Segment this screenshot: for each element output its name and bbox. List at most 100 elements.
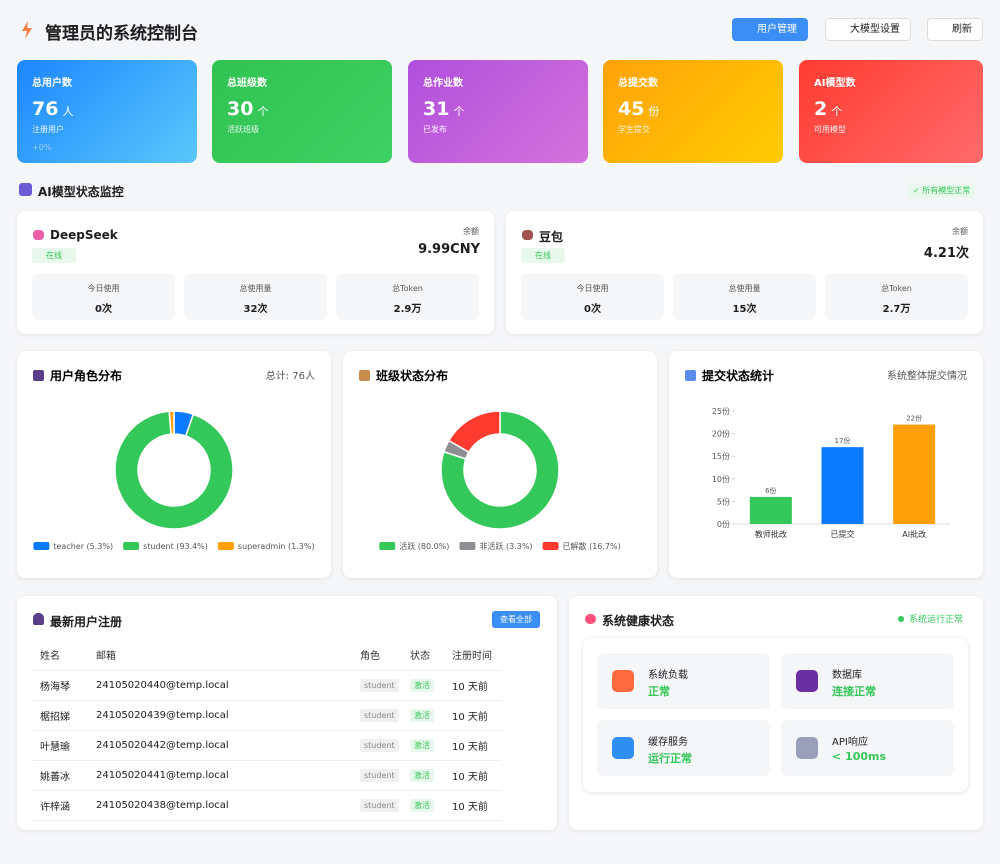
table-cell: 24105020441@temp.local: [88, 760, 352, 791]
chart-subtitle: 总计: 76人: [266, 369, 315, 382]
health-label: 系统负载: [648, 670, 688, 681]
usage-box: 总使用量 15次: [673, 274, 816, 320]
stat-label: 总用户数: [32, 78, 72, 89]
health-value: 连接正常: [832, 685, 876, 698]
status-tag: 激活: [410, 678, 434, 692]
table-row: 椐招娣 24105020439@temp.local student 激活 10 天前: [32, 700, 502, 731]
pie-slice: [168, 410, 175, 435]
usage-label: 今日使用: [576, 284, 609, 293]
usage-box: 今日使用 0次: [32, 274, 175, 320]
stat-value-row: 30 个: [227, 98, 377, 120]
title-icon: [685, 370, 696, 381]
value-label: 6份: [765, 486, 776, 495]
table-cell: 10 天前: [444, 790, 502, 821]
legend-swatch: [459, 542, 476, 550]
table-cell: student: [352, 670, 402, 701]
status-tag: 激活: [410, 768, 434, 782]
health-status: 系统运行正常: [909, 615, 964, 625]
title-icon: [359, 370, 370, 381]
user-manage-button[interactable]: 用户管理: [732, 18, 808, 41]
view-all-button[interactable]: 查看全部: [492, 611, 540, 628]
title-icon: [33, 370, 44, 381]
usage-box: 今日使用 0次: [521, 274, 664, 320]
model-card: 豆包 在线 余额 4.21次 今日使用 0次 总使用量 15次 总Token 2.7万: [506, 211, 983, 334]
stat-sub: 活跃班级: [227, 125, 259, 134]
legend-label: student (93.4%): [143, 542, 208, 551]
y-tick-label: 0份: [717, 519, 730, 529]
table-cell: 许梓涵: [32, 790, 88, 821]
users-title: 最新用户注册: [50, 615, 123, 629]
table-cell: 10 天前: [444, 670, 502, 701]
y-tick-label: 15份: [712, 451, 730, 461]
usage-value: 32次: [243, 304, 268, 315]
x-tick-label: AI批改: [902, 529, 926, 539]
cell-text: 10 天前: [452, 711, 488, 723]
health-card: 系统健康状态 系统运行正常 系统负载 正常 数据库 连接正常 缓存服务 运行正常 API响应…: [569, 596, 983, 830]
health-icon: [612, 737, 634, 759]
stat-unit: 个: [257, 105, 269, 118]
legend-swatch: [379, 542, 396, 550]
cell-text: 24105020439@temp.local: [96, 709, 229, 721]
cell-text: 叶慧瑜: [40, 741, 70, 753]
x-tick-label: 教师批改: [755, 529, 787, 539]
cell-text: 24105020438@temp.local: [96, 799, 229, 811]
stat-unit: 份: [648, 105, 660, 118]
chart: 用户角色分布 总计: 76人 teacher (5.3%) student (93.4…: [33, 368, 315, 551]
table-cell: 10 天前: [444, 730, 502, 761]
stat-value-row: 31 个: [423, 98, 573, 120]
stat-unit: 人: [62, 105, 74, 118]
cell-text: 10 天前: [452, 741, 488, 753]
table-cell: student: [352, 790, 402, 821]
y-tick-label: 5份: [717, 496, 730, 506]
model-icon: [33, 230, 44, 240]
health-icon: [796, 670, 818, 692]
stat-value-row: 76 人: [32, 98, 182, 120]
status-tag: 激活: [410, 798, 434, 812]
model-status: 在线: [521, 248, 565, 263]
legend-label: 活跃 (80.0%): [399, 541, 449, 551]
table-cell: 24105020439@temp.local: [88, 700, 352, 731]
stat-card: 总用户数 76 人注册用户 +0%: [17, 60, 197, 163]
health-value: 运行正常: [648, 752, 692, 765]
pie-slice: [440, 410, 560, 530]
robot-icon: [19, 183, 32, 196]
chart-subtitle: 系统整体提交情况: [887, 369, 967, 382]
status-tag: 激活: [410, 708, 434, 722]
section-title: AI模型状态监控: [38, 185, 124, 199]
health-item: 系统负载 正常: [597, 653, 770, 709]
health-label: API响应: [832, 737, 868, 748]
stat-label: 总作业数: [423, 78, 463, 89]
table-row: 姚善冰 24105020441@temp.local student 激活 10 天前: [32, 760, 502, 791]
stat-card: AI模型数 2 个可用模型: [799, 60, 983, 163]
badge-text: 所有模型正常: [922, 186, 971, 195]
health-title: 系统健康状态: [602, 614, 675, 628]
stat-trend: +0%: [32, 143, 52, 152]
chart-title: 用户角色分布: [49, 368, 122, 383]
page-title: 管理员的系统控制台: [45, 24, 198, 44]
stat-label: 总提交数: [618, 78, 658, 89]
value-label: 17份: [835, 436, 851, 445]
cell-text: 24105020442@temp.local: [96, 739, 229, 751]
role-tag: student: [360, 678, 399, 692]
health-value: < 100ms: [832, 750, 887, 763]
table-cell: 10 天前: [444, 700, 502, 731]
icon-shape: [796, 670, 818, 692]
table-cell: 24105020438@temp.local: [88, 790, 352, 821]
cell-text: 椐招娣: [40, 711, 70, 723]
status-badge: ✓ 所有模型正常: [908, 183, 976, 198]
model-settings-button[interactable]: 大模型设置: [825, 18, 911, 41]
refresh-button[interactable]: 刷新: [927, 18, 983, 41]
users-icon: [33, 613, 44, 625]
health-panel: 系统负载 正常 数据库 连接正常 缓存服务 运行正常 API响应 < 100ms: [583, 638, 968, 792]
table-cell: student: [352, 700, 402, 731]
icon-shape: [612, 670, 634, 692]
table-cell: 激活: [402, 730, 444, 761]
heart-icon: [585, 614, 596, 624]
cell-text: 24105020441@temp.local: [96, 769, 229, 781]
column-header: 邮箱: [88, 640, 352, 671]
x-tick-label: 已提交: [831, 529, 855, 539]
health-icon: [796, 737, 818, 759]
